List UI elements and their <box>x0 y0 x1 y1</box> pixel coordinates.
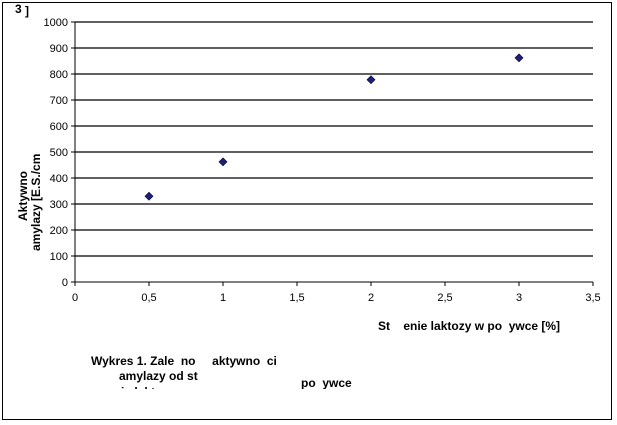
y-tick-label-1: 100 <box>50 251 68 263</box>
y-tick-label-9: 900 <box>50 43 68 55</box>
y-tick-label-6: 600 <box>50 121 68 133</box>
gridlines <box>75 21 593 257</box>
x-tick-label-6: 3 <box>516 292 522 304</box>
y-tick-label-5: 500 <box>50 147 68 159</box>
x-tick-label-2: 1 <box>220 292 226 304</box>
y-axis-title: Aktywno amylazy [E.S./cm <box>16 154 43 251</box>
caption-clip <box>83 389 343 401</box>
data-point-3 <box>514 53 524 63</box>
chart-frame: 0 100 200 300 400 500 600 700 800 900 1000 0 0,5 1 1,… <box>2 2 612 420</box>
caption-line-2: amylazy od st <box>119 369 198 383</box>
y-axis-title-superscript: 3 <box>15 3 22 16</box>
y-tick-label-7: 700 <box>50 95 68 107</box>
y-tick-label-4: 400 <box>50 173 68 185</box>
y-tick-label-3: 300 <box>50 199 68 211</box>
y-axis-title-line2: amylazy [E.S./cm <box>29 154 43 251</box>
caption-line-1: Wykres 1. Zale no aktywno ci <box>91 354 277 368</box>
y-tick-label-0: 0 <box>62 277 68 289</box>
chart: 0 100 200 300 400 500 600 700 800 900 1000 0 0,5 1 1,… <box>15 3 601 401</box>
x-axis-title: St enie laktozy w po ywce [%] <box>378 319 560 333</box>
y-axis-title-end: ] <box>25 4 29 18</box>
x-tick-label-5: 2,5 <box>437 292 452 304</box>
data-point-0 <box>144 191 154 201</box>
y-tick-label-8: 800 <box>50 69 68 81</box>
y-axis-title-line1: Aktywno <box>16 171 30 221</box>
x-tick-label-3: 1,5 <box>289 292 304 304</box>
x-tick-label-1: 0,5 <box>141 292 156 304</box>
y-tick-label-10: 1000 <box>44 17 68 29</box>
data-point-2 <box>366 75 376 85</box>
data-points <box>144 53 524 201</box>
y-tick-label-2: 200 <box>50 225 68 237</box>
y-tick-labels: 0 100 200 300 400 500 600 700 800 900 1000 <box>44 17 68 289</box>
x-tick-label-0: 0 <box>72 292 78 304</box>
x-tick-label-4: 2 <box>368 292 374 304</box>
data-point-1 <box>218 157 228 167</box>
axes <box>71 21 594 286</box>
caption-line-2b: po ywce <box>301 376 352 390</box>
x-tick-labels: 0 0,5 1 1,5 2 2,5 3 3,5 <box>72 292 601 304</box>
x-tick-label-7: 3,5 <box>585 292 600 304</box>
